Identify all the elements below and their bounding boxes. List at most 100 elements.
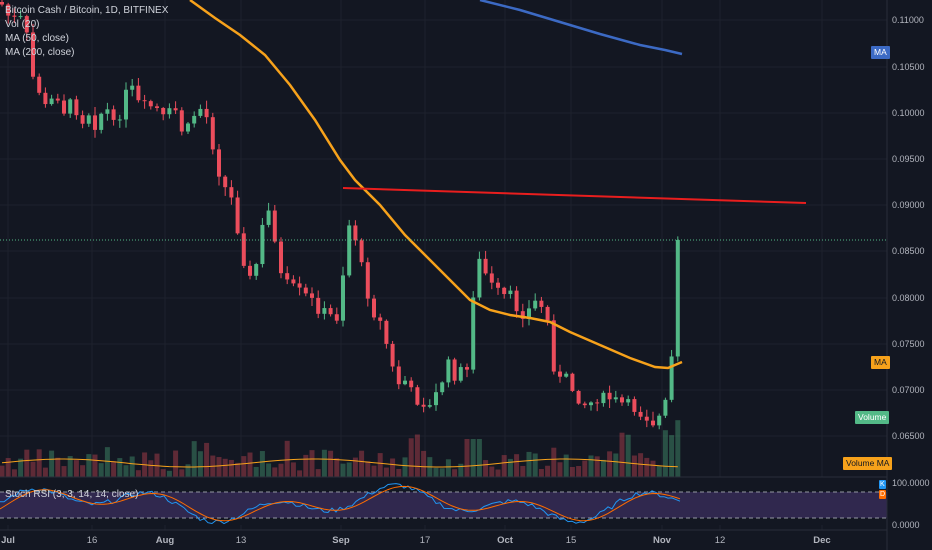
candle-body	[651, 420, 655, 426]
volume-bar	[0, 465, 5, 477]
volume-bar	[315, 469, 321, 477]
volume-bar	[594, 456, 600, 477]
stoch-axis[interactable]: 100.0000 0.0000	[892, 478, 930, 530]
candle-body	[248, 265, 252, 276]
ma200-indicator-label[interactable]: MA (200, close)	[5, 47, 75, 58]
volume-bar	[92, 454, 98, 477]
volume-bar	[346, 462, 352, 477]
ma200-line	[479, 0, 683, 56]
volume-bar	[377, 453, 383, 477]
candle-body	[260, 224, 265, 265]
volume-bar	[179, 469, 185, 477]
candle-body	[316, 297, 321, 314]
volume-bar	[185, 464, 191, 477]
price-tick-label: 0.06500	[892, 431, 925, 441]
volume-bar	[383, 467, 389, 477]
candle-body	[663, 399, 668, 416]
price-tick-label: 0.07500	[892, 339, 925, 349]
candle-body	[272, 210, 277, 242]
volume-bar	[607, 451, 613, 477]
volume-bar	[266, 463, 272, 477]
candle-body	[235, 197, 240, 234]
candle-body	[458, 367, 463, 381]
symbol-title[interactable]: Bitcoin Cash / Bitcoin, 1D, BITFINEX	[5, 5, 169, 16]
volume-bar	[458, 463, 464, 477]
candle-body	[564, 373, 569, 377]
candle-body	[514, 290, 519, 312]
candle-body	[347, 225, 352, 276]
time-axis[interactable]: Jul 16 Aug 13 Sep 17 Oct 15 Nov 12 Dec	[1, 535, 831, 546]
candle-body	[595, 402, 600, 404]
volume-bar	[507, 458, 513, 477]
candle-body	[18, 16, 23, 18]
stoch-rsi-label[interactable]: Stoch RSI (3, 3, 14, 14, close)	[5, 489, 139, 500]
volume-bar	[191, 441, 197, 477]
candle-body	[80, 115, 85, 124]
candle-body	[322, 308, 327, 314]
time-tick-label: Sep	[332, 535, 350, 546]
volume-bar	[638, 453, 644, 477]
candle-body	[179, 110, 184, 132]
ma50-line	[189, 0, 683, 370]
volume-bar	[328, 450, 334, 477]
volume-bar	[538, 468, 544, 477]
volume-bar	[470, 439, 476, 477]
ma50-indicator-label[interactable]: MA (50, close)	[5, 33, 69, 44]
volume-ma-badge: Volume MA	[843, 457, 893, 470]
candle-body	[142, 100, 147, 102]
volume-bar	[309, 450, 315, 477]
volume-bar	[489, 466, 495, 477]
volume-bar	[619, 432, 625, 477]
candle-body	[341, 275, 345, 321]
chart-legend: Bitcoin Cash / Bitcoin, 1D, BITFINEX Vol…	[5, 4, 168, 60]
volume-bar	[359, 450, 365, 477]
candle-body	[204, 108, 209, 118]
price-axis[interactable]: 0.11000 0.10500 0.10000 0.09500 0.09000 0.085…	[892, 15, 925, 441]
candle-body	[465, 367, 469, 370]
candle-body	[223, 176, 228, 188]
candle-body	[117, 119, 122, 121]
volume-ma-line	[1, 458, 678, 468]
time-tick-label: 16	[87, 535, 98, 546]
candle-body	[551, 320, 556, 372]
candle-body	[6, 4, 11, 16]
price-tick-label: 0.08500	[892, 246, 925, 256]
volume-bar	[166, 470, 172, 477]
candle-body	[533, 300, 538, 309]
volume-bar	[390, 458, 396, 477]
candle-body	[148, 101, 153, 107]
grid	[0, 0, 887, 530]
volume-bar	[439, 468, 445, 477]
volume-bar	[228, 459, 234, 477]
volume-bar	[675, 420, 681, 477]
volume-bar	[123, 465, 129, 477]
volume-bar	[445, 459, 451, 477]
candle-body	[55, 98, 60, 101]
candle-body	[477, 258, 482, 298]
volume-bar	[321, 449, 327, 477]
volume-bar	[247, 452, 253, 477]
volume-bar	[352, 457, 358, 477]
candle-body	[403, 380, 407, 385]
candlesticks	[0, 0, 680, 430]
candle-body	[49, 98, 54, 105]
candle-body	[155, 106, 159, 108]
volume-bars	[0, 420, 681, 477]
candle-body	[427, 405, 432, 407]
candle-body	[539, 300, 544, 307]
candle-body	[210, 117, 215, 150]
volume-badge: Volume	[855, 411, 890, 424]
time-tick-label: Nov	[653, 535, 672, 546]
vol-indicator-label[interactable]: Vol (20)	[5, 19, 40, 30]
candle-body	[285, 273, 290, 280]
volume-bar	[414, 434, 420, 477]
time-tick-label: Aug	[156, 535, 175, 546]
volume-bar	[278, 463, 284, 477]
trendline-drawing[interactable]	[342, 187, 807, 204]
candle-body	[198, 108, 203, 116]
candle-body	[601, 392, 606, 404]
volume-bar	[514, 454, 520, 477]
candle-body	[409, 380, 414, 388]
volume-bar	[476, 439, 482, 477]
